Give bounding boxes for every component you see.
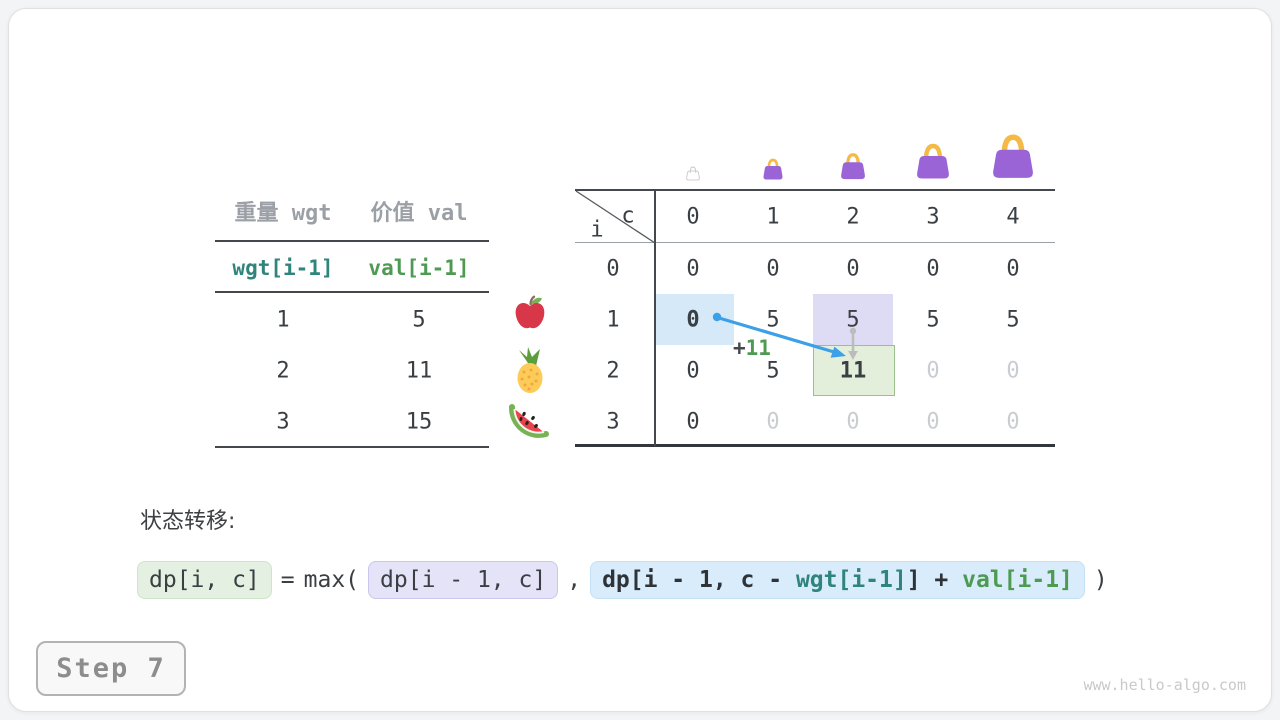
item-row-2-wgt: 3: [276, 409, 290, 435]
add-plus-sign: +: [733, 336, 746, 360]
bag-large-icon: [913, 141, 953, 181]
dp-cell-2-4: 0: [1006, 358, 1020, 384]
dp-cell-1-0: 0: [686, 307, 700, 333]
site-watermark: www.hello-algo.com: [1083, 676, 1246, 694]
dp-row-label-3: 3: [606, 409, 620, 435]
formula-arg2-val: val[i-1]: [962, 567, 1073, 593]
items-header-val: 价值 val: [370, 201, 468, 226]
formula-arg2-mid: ] +: [906, 567, 963, 593]
dp-cell-1-2: 5: [846, 307, 860, 333]
dp-cell-2-0: 0: [686, 358, 700, 384]
dp-col-header-0: 0: [686, 204, 700, 230]
formula-equals: =: [280, 567, 295, 593]
bag-small-icon: [761, 157, 785, 181]
formula-arg1-box: dp[i - 1, c]: [368, 561, 559, 599]
figure-card: [8, 8, 1272, 712]
dp-col-header-4: 4: [1006, 204, 1020, 230]
transition-title: 状态转移:: [140, 509, 236, 534]
dp-col-header-2: 2: [846, 204, 860, 230]
add-value: 11: [745, 336, 771, 360]
dp-cell-0-2: 0: [846, 256, 860, 282]
item-row-1-wgt: 2: [276, 358, 290, 384]
formula-comma: ,: [567, 567, 582, 593]
dp-cell-3-2: 0: [846, 409, 860, 435]
dp-corner-diagonal: [575, 190, 656, 244]
dp-cell-3-1: 0: [766, 409, 780, 435]
formula-arg2-wgt: wgt[i-1]: [795, 567, 907, 593]
watermelon-icon: [507, 400, 553, 442]
dp-cell-0-0: 0: [686, 256, 700, 282]
dp-cell-2-3: 0: [926, 358, 940, 384]
item-row-0-val: 5: [412, 307, 426, 333]
dp-cell-1-1: 5: [766, 307, 780, 333]
dp-corner-row-var: i: [590, 217, 604, 243]
dp-rule-vertical: [654, 189, 656, 446]
formula-arg2-prefix: dp[i - 1, c -: [602, 567, 796, 593]
dp-row-label-1: 1: [606, 307, 620, 333]
step-badge: Step 7: [36, 641, 186, 696]
items-header-wgt: 重量 wgt: [234, 201, 332, 226]
formula-close-paren: ): [1093, 567, 1108, 593]
dp-col-header-1: 1: [766, 204, 780, 230]
dp-col-header-3: 3: [926, 204, 940, 230]
formula-max-open: max(: [303, 567, 360, 593]
items-rule-mid: [215, 291, 489, 293]
items-rule-top: [215, 240, 489, 242]
formula-arg2-box: dp[i - 1, c - wgt[i-1]] + val[i-1]: [590, 561, 1085, 599]
transition-formula: dp[i, c] = max( dp[i - 1, c] , dp[i - 1,…: [137, 561, 1108, 599]
formula-lhs-box: dp[i, c]: [137, 561, 272, 599]
dp-cell-0-4: 0: [1006, 256, 1020, 282]
add-value-annotation: +11: [733, 336, 771, 360]
dp-row-label-2: 2: [606, 358, 620, 384]
dp-cell-3-0: 0: [686, 409, 700, 435]
dp-corner-col-var: c: [621, 203, 635, 229]
dp-cell-2-2: 11: [839, 358, 867, 384]
bag-medium-icon: [838, 151, 868, 181]
bag-outline-icon: [685, 165, 701, 181]
dp-rule-header: [575, 242, 1055, 244]
dp-row-label-0: 0: [606, 256, 620, 282]
items-index-val: val[i-1]: [368, 256, 470, 280]
apple-icon: [512, 294, 548, 332]
dp-rule-top: [575, 189, 1055, 191]
dp-cell-0-3: 0: [926, 256, 940, 282]
dp-cell-2-1: 5: [766, 358, 780, 384]
dp-cell-1-3: 5: [926, 307, 940, 333]
item-row-0-wgt: 1: [276, 307, 290, 333]
items-index-wgt: wgt[i-1]: [232, 256, 334, 280]
dp-rule-bottom: [575, 444, 1055, 447]
dp-cell-1-4: 5: [1006, 307, 1020, 333]
dp-cell-3-4: 0: [1006, 409, 1020, 435]
item-row-2-val: 15: [405, 409, 433, 435]
pineapple-icon: [511, 346, 549, 394]
dp-cell-3-3: 0: [926, 409, 940, 435]
bag-xlarge-icon: [988, 131, 1038, 181]
items-rule-bottom: [215, 446, 489, 448]
dp-cell-0-1: 0: [766, 256, 780, 282]
item-row-1-val: 11: [405, 358, 433, 384]
